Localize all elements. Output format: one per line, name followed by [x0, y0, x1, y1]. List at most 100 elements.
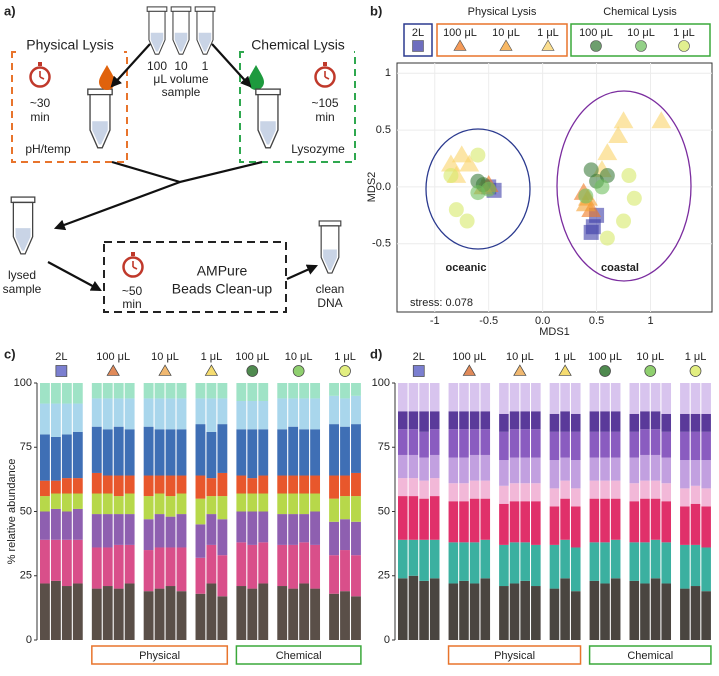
- bar-segment: [560, 431, 570, 458]
- cleanup-label: Beads Clean-up: [172, 281, 273, 297]
- bar-segment: [531, 429, 541, 458]
- bar-segment: [165, 429, 176, 476]
- bar-segment: [469, 411, 480, 430]
- category-label: 10 μL: [285, 351, 313, 363]
- bar-segment: [499, 503, 509, 545]
- cleanup-unit: min: [122, 297, 141, 311]
- point: [459, 154, 480, 172]
- bar-segment: [50, 493, 61, 509]
- bar-segment: [600, 583, 610, 640]
- bar-segment: [509, 429, 520, 458]
- group-label: Chemical: [627, 650, 673, 662]
- bar-segment: [258, 542, 269, 584]
- bar-segment: [40, 583, 50, 640]
- sample-tube: [194, 6, 216, 55]
- bar-segment: [143, 550, 154, 592]
- bar-segment: [206, 544, 217, 584]
- bar-segment: [258, 493, 269, 512]
- bar-segment: [176, 383, 187, 399]
- bar-segment: [113, 383, 124, 399]
- bar-segment: [448, 383, 459, 412]
- bar-segment: [340, 398, 350, 427]
- bar-segment: [236, 429, 247, 476]
- bar-segment: [113, 475, 124, 497]
- bar-segment: [217, 555, 228, 597]
- bar-segment: [650, 539, 661, 579]
- bar-segment: [661, 483, 672, 502]
- x-tick-label: -0.5: [479, 315, 498, 327]
- bar-segment: [217, 472, 228, 497]
- bar-segment: [680, 544, 690, 589]
- bar-segment: [520, 457, 530, 484]
- bar-segment: [72, 508, 83, 540]
- bar-segment: [680, 506, 690, 545]
- bar-segment: [351, 395, 361, 425]
- bar-segment: [408, 411, 419, 430]
- bar-segment: [102, 383, 113, 399]
- bar-segment: [206, 583, 217, 640]
- arrow: [110, 43, 151, 88]
- bar-segment: [40, 539, 50, 584]
- bar-segment: [600, 498, 610, 543]
- bar-segment: [154, 514, 165, 548]
- bar-segment: [560, 480, 570, 499]
- bar-segment: [701, 547, 711, 592]
- bar-segment: [176, 547, 187, 592]
- bar-segment: [509, 583, 520, 640]
- bar-segment: [680, 460, 690, 489]
- bar-segment: [165, 496, 176, 517]
- bar-segment: [448, 483, 459, 502]
- y-tick-label: -0.5: [372, 238, 391, 250]
- bar-segment: [310, 493, 321, 512]
- group-bracket: [447, 645, 582, 665]
- bar-segment: [589, 431, 600, 458]
- y-tick-label: 25: [378, 570, 390, 582]
- bar-segment: [299, 542, 310, 584]
- bar-segment: [610, 411, 621, 432]
- bar-segment: [408, 496, 419, 540]
- bar-segment: [560, 383, 570, 412]
- bar-segment: [509, 457, 520, 484]
- bar-segment: [351, 496, 361, 522]
- bar-segment: [509, 411, 520, 430]
- bar-segment: [50, 383, 61, 404]
- bar-segment: [91, 514, 102, 548]
- stopwatch: [29, 62, 51, 88]
- legend-marker: [453, 39, 467, 51]
- bar-segment: [329, 475, 339, 499]
- bar-segment: [102, 475, 113, 494]
- bar-segment: [520, 429, 530, 458]
- bar-segment: [690, 503, 701, 545]
- bar-segment: [629, 431, 640, 458]
- bar-segment: [288, 544, 299, 589]
- bar-segment: [154, 383, 165, 399]
- bar-segment: [102, 514, 113, 548]
- bar-segment: [398, 454, 408, 479]
- bar-segment: [549, 544, 560, 589]
- volume-unit: μL volume: [153, 72, 208, 86]
- bar-segment: [247, 493, 258, 512]
- bar-segment: [419, 411, 429, 432]
- cleanup-box: [103, 241, 287, 313]
- arrow: [211, 43, 252, 88]
- bar-segment: [629, 542, 640, 581]
- bar-segment: [176, 398, 187, 430]
- bar-segment: [340, 591, 350, 640]
- bar-segment: [329, 593, 339, 640]
- bar-segment: [310, 544, 321, 589]
- bar-segment: [499, 485, 509, 504]
- bar-segment: [258, 475, 269, 494]
- bar-segment: [499, 586, 509, 640]
- legend-marker: [590, 40, 602, 52]
- bar-segment: [310, 588, 321, 640]
- bar-segment: [610, 480, 621, 499]
- y-tick-label: 50: [378, 505, 390, 517]
- y-tick-label: 0.0: [376, 181, 391, 193]
- bar-segment: [329, 555, 339, 594]
- bar-segment: [329, 521, 339, 556]
- bar-segment: [499, 544, 509, 587]
- chemical-unit: min: [315, 110, 334, 124]
- bar-segment: [419, 580, 429, 640]
- legend-marker: [499, 39, 513, 51]
- bar-segment: [91, 547, 102, 589]
